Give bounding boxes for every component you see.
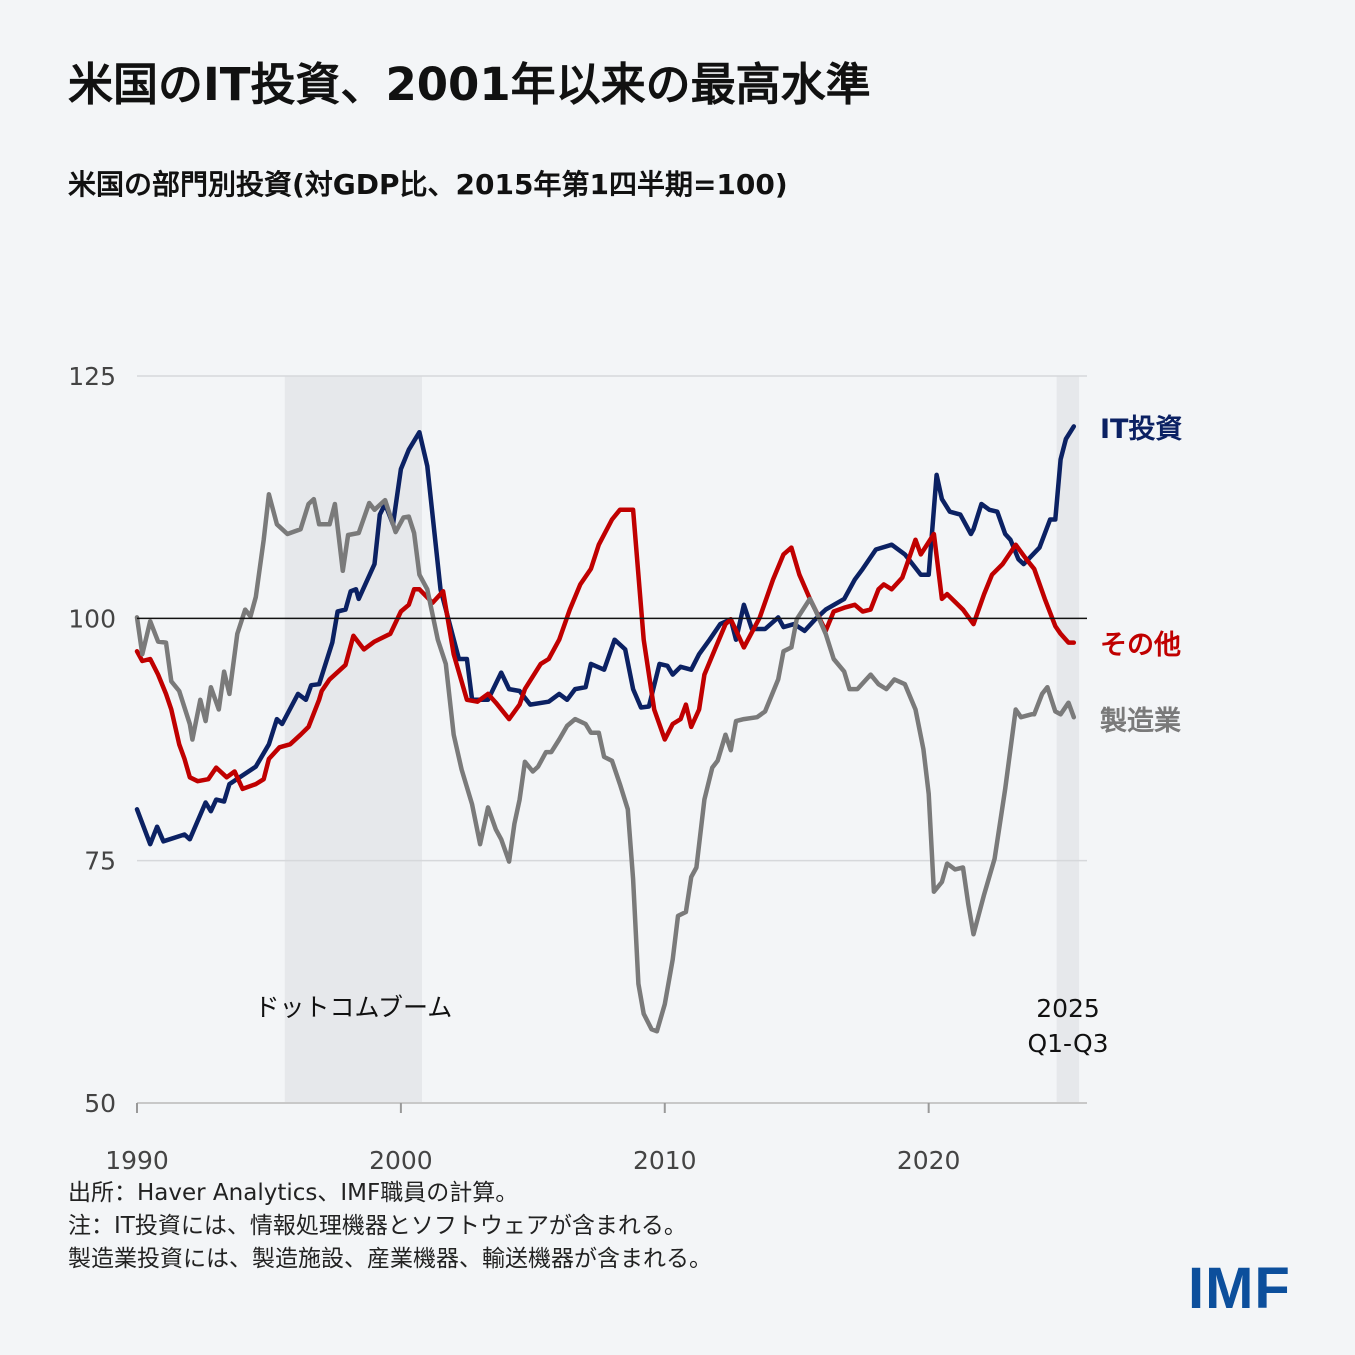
period-2025-label: 2025 xyxy=(1036,994,1100,1023)
y-tick-label: 50 xyxy=(84,1089,116,1118)
x-tick-label: 2000 xyxy=(369,1146,433,1175)
x-tick-label: 1990 xyxy=(105,1146,169,1175)
x-tick-label: 2020 xyxy=(897,1146,961,1175)
imf-logo: IMF xyxy=(1188,1256,1291,1321)
series-line-3 xyxy=(134,492,1077,1034)
y-tick-label: 75 xyxy=(84,847,116,876)
dotcom-boom-label: ドットコムブーム xyxy=(255,993,453,1022)
y-tick-label: 100 xyxy=(68,604,116,633)
source-note: 出所：Haver Analytics、IMF職員の計算。 xyxy=(68,1180,519,1206)
y-tick-label: 125 xyxy=(68,362,116,391)
x-tick-label: 2010 xyxy=(633,1146,697,1175)
shaded-period xyxy=(1056,376,1080,1103)
series-label-1: IT投資 xyxy=(1100,414,1182,445)
series-label-3: 製造業 xyxy=(1100,706,1181,737)
series-label-2: その他 xyxy=(1100,630,1181,661)
chart-title: 米国のIT投資、2001年以来の最高水準 xyxy=(68,58,871,111)
it-note: 注：IT投資には、情報処理機器とソフトウェアが含まれる。 xyxy=(68,1213,687,1239)
manufacturing-note: 製造業投資には、製造施設、産業機器、輸送機器が含まれる。 xyxy=(68,1246,712,1272)
series-line-2 xyxy=(134,507,1077,792)
period-2025-label: Q1-Q3 xyxy=(1027,1029,1108,1058)
footnotes: 出所：Haver Analytics、IMF職員の計算。 注：IT投資には、情報… xyxy=(68,1177,712,1276)
chart-subtitle: 米国の部門別投資(対GDP比、2015年第1四半期=100) xyxy=(68,168,788,201)
series-line-1 xyxy=(134,424,1077,847)
